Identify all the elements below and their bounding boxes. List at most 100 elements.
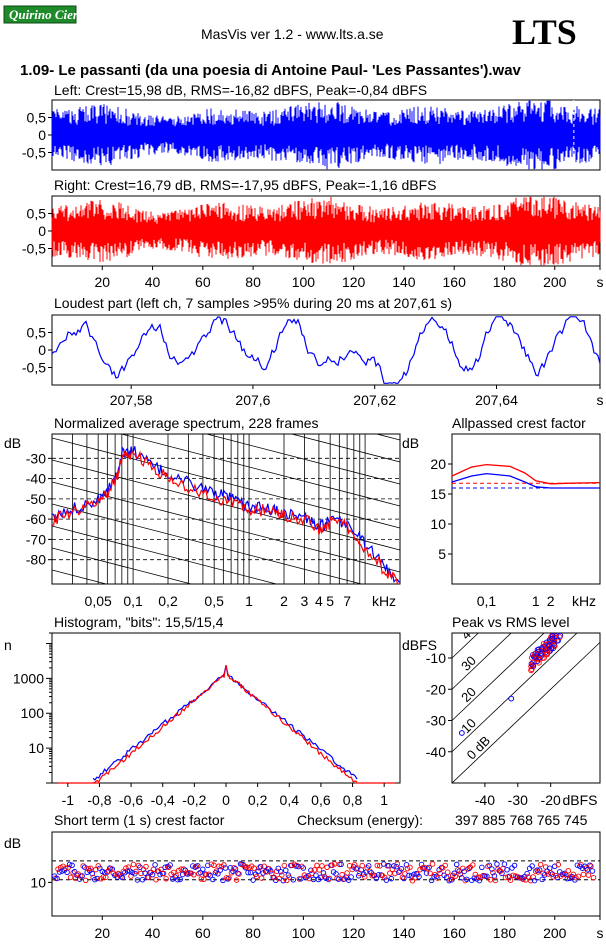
loudest-part-panel: Loudest part (left ch, 7 samples >95% du… xyxy=(22,295,604,408)
diagonal-label: 30 xyxy=(458,653,479,674)
crest-point xyxy=(504,867,510,873)
crest-point xyxy=(91,876,98,883)
y-tick-label: -20 xyxy=(426,681,446,697)
short-term-crest-plot: 10 20 40 60 80 100 120 140 160 180 200 s xyxy=(30,860,604,941)
x-tick-label: 1 xyxy=(245,593,253,609)
right-waveform-x-ticks: 20 40 60 80 100 120 140 160 180 200 s xyxy=(94,266,604,290)
slope-line xyxy=(52,525,278,584)
scatter-point xyxy=(551,640,557,647)
crest-point xyxy=(541,872,548,878)
crest-point xyxy=(157,871,163,878)
crest-point xyxy=(452,873,458,880)
crest-point xyxy=(451,870,457,877)
x-tick-label: 100 xyxy=(292,925,316,941)
rightWave-trace xyxy=(51,196,601,266)
x-tick-label: 180 xyxy=(493,925,517,941)
x-tick-label: 0 xyxy=(222,792,230,808)
crest-point xyxy=(130,861,137,868)
crest-point xyxy=(374,862,381,869)
crest-point xyxy=(353,866,359,872)
crest-point xyxy=(124,868,131,874)
crest-point xyxy=(348,874,354,880)
crest-point xyxy=(494,861,500,867)
crest-point xyxy=(428,877,435,884)
short-term-crest-ylabel: dB xyxy=(4,835,21,851)
y-tick-label: 10 xyxy=(28,740,44,756)
crest-point xyxy=(215,871,221,877)
scatter-point xyxy=(537,648,544,654)
short-term-crest-title: Short term (1 s) crest factor xyxy=(54,812,225,828)
histogram-left-line xyxy=(92,665,358,781)
y-tick-label: 0 xyxy=(38,342,46,358)
crest-point xyxy=(261,863,267,869)
y-tick-label: 10 xyxy=(30,874,46,890)
spectrum-frame xyxy=(51,433,401,585)
histogram-plot: 1000 100 10 -1 -0,8 -0,6 -0,4 -0,2 0 0,2 0,4 0,6 0,8… xyxy=(13,632,395,808)
slope-line xyxy=(52,437,400,529)
crest-point xyxy=(313,872,319,879)
loudest-trace xyxy=(51,316,601,384)
x-tick-label: 160 xyxy=(443,925,467,941)
crest-point xyxy=(217,867,224,873)
x-tick-label: 160 xyxy=(443,274,467,290)
left-waveform-plot xyxy=(51,100,601,170)
slope-line xyxy=(52,680,400,770)
x-tick-label: -30 xyxy=(508,792,528,808)
y-tick-label: 0 xyxy=(38,223,46,239)
crest-point xyxy=(479,864,485,871)
y-tick-label: -30 xyxy=(26,450,46,466)
y-tick-label: -40 xyxy=(426,744,446,760)
allpassed-crest-frame xyxy=(451,433,601,585)
crest-point xyxy=(540,870,546,877)
crest-diagonal xyxy=(452,633,479,659)
scatter-point xyxy=(532,650,538,657)
crest-point xyxy=(286,874,293,880)
x-tick-label: s xyxy=(597,392,604,408)
scatter-point xyxy=(529,655,535,661)
crest-point xyxy=(67,874,74,881)
histogram-right-line xyxy=(92,665,358,784)
crest-point xyxy=(82,877,89,884)
crest-point xyxy=(179,871,186,878)
x-tick-label: 4 xyxy=(315,593,323,609)
crest-point xyxy=(129,869,136,876)
checksum-value: 397 885 768 765 745 xyxy=(455,812,588,828)
x-tick-label: 80 xyxy=(245,925,261,941)
scatter-point xyxy=(539,655,546,661)
x-tick-label: 0,2 xyxy=(158,593,178,609)
crest-point xyxy=(407,864,413,871)
crest-point xyxy=(555,861,562,868)
crest-point xyxy=(142,870,148,876)
x-tick-label: 0,8 xyxy=(343,792,363,808)
scatter-point xyxy=(536,654,543,661)
crest-point xyxy=(453,861,460,868)
crest-point xyxy=(531,877,538,884)
crest-point xyxy=(583,865,589,871)
crest-point xyxy=(139,876,146,883)
crest-point xyxy=(211,862,217,869)
x-tick-label: 0,1 xyxy=(123,593,143,609)
spectrum-plot: -30 -40 -50 -60 -70 -80 0,05 0,1 0,2 0,5 1 2 3 4 5 7 kHz xyxy=(26,434,400,770)
crest-point xyxy=(308,867,314,873)
histogram-ylabel: n xyxy=(4,637,12,653)
crest-point xyxy=(396,869,402,875)
crest-point xyxy=(74,872,80,879)
peak-vs-rms-title: Peak vs RMS level xyxy=(452,614,569,630)
allpassed-crest-title: Allpassed crest factor xyxy=(452,415,586,431)
crest-point xyxy=(138,870,144,877)
crest-point xyxy=(511,862,518,869)
crest-point xyxy=(444,869,451,876)
crest-point xyxy=(409,877,416,884)
allpassed-crest-panel: Allpassed crest factor dB 20 15 10 5 0,1 1 2 kH… xyxy=(402,415,601,609)
x-tick-label: 180 xyxy=(493,274,517,290)
x-tick-label: 200 xyxy=(543,925,567,941)
crest-point xyxy=(331,861,338,867)
crest-point xyxy=(290,877,297,883)
crest-point xyxy=(565,867,572,874)
crest-point xyxy=(588,863,594,869)
crest-point xyxy=(232,866,239,872)
slope-line xyxy=(52,481,400,573)
crest-point xyxy=(388,875,395,882)
crest-point xyxy=(399,874,406,881)
right-waveform-plot xyxy=(51,196,601,266)
